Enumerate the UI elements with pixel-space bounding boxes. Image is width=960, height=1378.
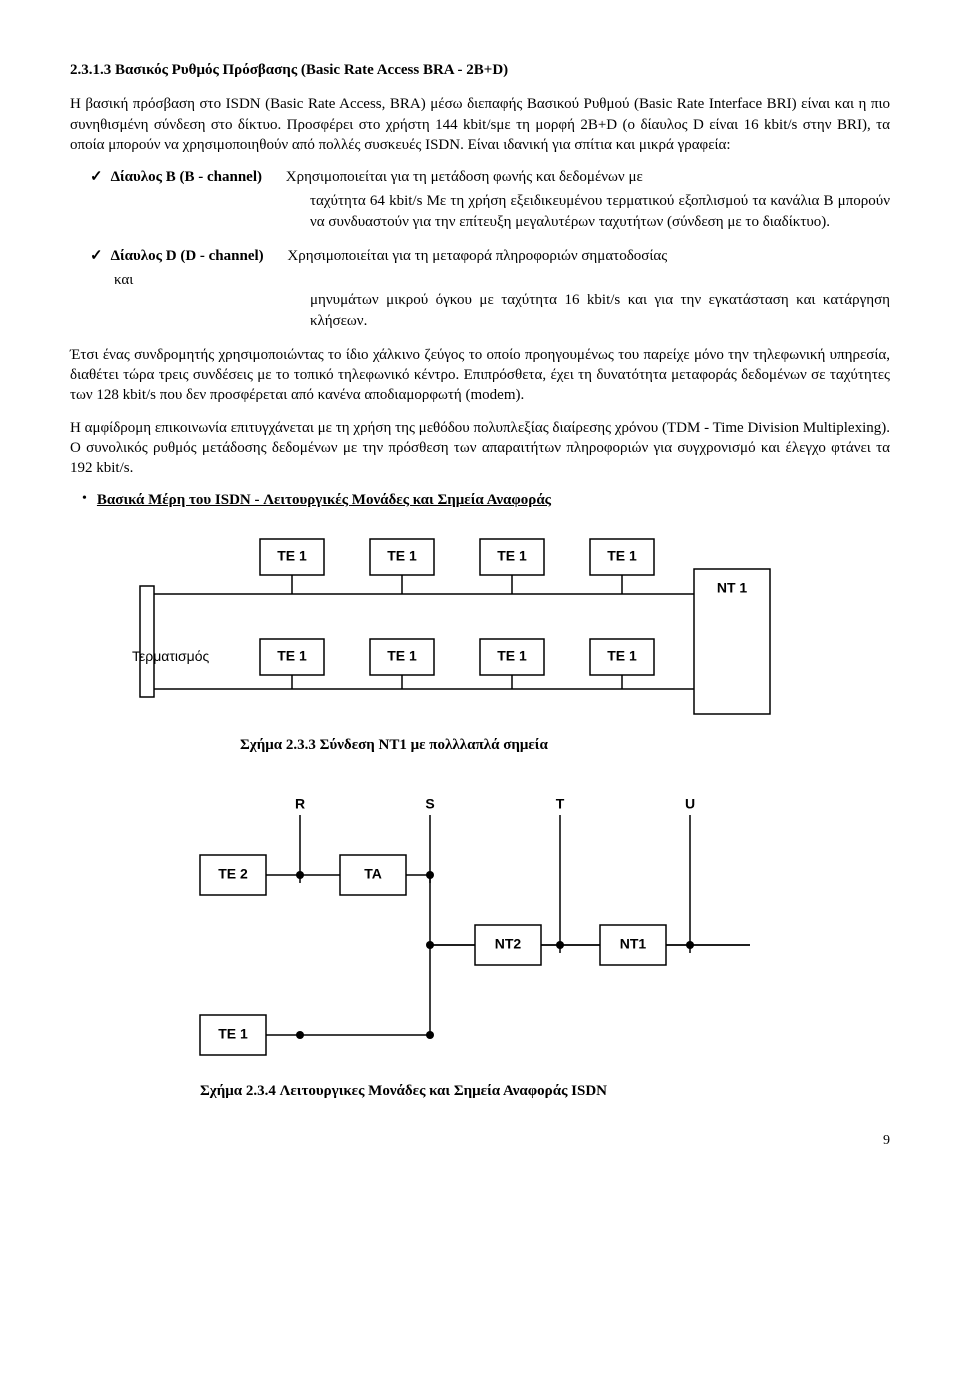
page-number: 9 xyxy=(70,1132,890,1151)
svg-text:TE 1: TE 1 xyxy=(607,647,637,663)
checkmark-icon: ✓ xyxy=(90,167,103,187)
subsection-row: • Βασικά Μέρη του ISDN - Λειτουργικές Μο… xyxy=(82,490,890,510)
svg-text:TE 1: TE 1 xyxy=(218,1026,248,1042)
diagram-nt1-multipoint: TE 1 TE 1 TE 1 TE 1 TE 1 TE 1 TE 1 TE 1 Τερματισ… xyxy=(130,529,830,725)
svg-text:TE 1: TE 1 xyxy=(607,547,637,563)
paragraph-2: Έτσι ένας συνδρομητής χρησιμοποιώντας το… xyxy=(70,345,890,406)
svg-text:TE 1: TE 1 xyxy=(497,647,527,663)
caption-2: Σχήμα 2.3.4 Λειτουργικες Μονάδες και Σημ… xyxy=(200,1081,890,1101)
svg-text:TE 1: TE 1 xyxy=(387,547,417,563)
section-number: 2.3.1.3 xyxy=(70,62,111,78)
svg-text:TE 2: TE 2 xyxy=(218,866,248,882)
channel-d-and: και xyxy=(114,270,890,290)
channel-b-cont: ταχύτητα 64 kbit/s Με τη χρήση εξειδικευ… xyxy=(310,191,890,232)
caption-1: Σχήμα 2.3.3 Σύνδεση ΝΤ1 με πολλλαπλά σημ… xyxy=(240,735,890,755)
svg-text:R: R xyxy=(295,796,305,812)
svg-text:TE 1: TE 1 xyxy=(497,547,527,563)
checkmark-icon: ✓ xyxy=(90,246,103,266)
svg-text:TE 1: TE 1 xyxy=(277,647,307,663)
svg-text:T: T xyxy=(556,796,565,812)
caption-1-num: Σχήμα 2.3.3 xyxy=(240,737,316,753)
paragraph-3: Η αμφίδρομη επικοινωνία επιτυγχάνεται με… xyxy=(70,418,890,479)
caption-2-num: Σχήμα 2.3.4 xyxy=(200,1083,276,1099)
channel-d-label: Δίαυλος D (D - channel) xyxy=(111,248,264,264)
diagram-isdn-reference: R S T U TE 2 TA TE 1 NT2 NT1 xyxy=(130,785,830,1071)
svg-text:TE 1: TE 1 xyxy=(387,647,417,663)
svg-text:S: S xyxy=(425,796,434,812)
svg-text:NT1: NT1 xyxy=(620,936,647,952)
channel-d-text: Χρησιμοποιείται για τη μεταφορά πληροφορ… xyxy=(287,248,667,264)
caption-2-text: Λειτουργικες Μονάδες και Σημεία Αναφοράς… xyxy=(280,1083,607,1099)
channel-d-cont: μηνυμάτων μικρού όγκου με ταχύτητα 16 kb… xyxy=(310,290,890,331)
svg-text:TA: TA xyxy=(364,866,382,882)
section-heading: 2.3.1.3 Βασικός Ρυθμός Πρόσβασης (Basic … xyxy=(70,60,890,80)
svg-text:Τερματισμός: Τερματισμός xyxy=(132,648,210,664)
diagram-2-svg: R S T U TE 2 TA TE 1 NT2 NT1 xyxy=(130,785,830,1065)
diagram-1-svg: TE 1 TE 1 TE 1 TE 1 TE 1 TE 1 TE 1 TE 1 Τερματισ… xyxy=(130,529,830,719)
subsection-title: Βασικά Μέρη του ISDN - Λειτουργικές Μονά… xyxy=(97,490,551,510)
caption-1-text: Σύνδεση ΝΤ1 με πολλλαπλά σημεία xyxy=(320,737,548,753)
channel-d-row: ✓ Δίαυλος D (D - channel) Χρησιμοποιείτα… xyxy=(90,246,890,266)
channel-b-text: Χρησιμοποιείται για τη μετάδοση φωνής κα… xyxy=(286,169,643,185)
svg-text:NT2: NT2 xyxy=(495,936,522,952)
channel-b-label: Δίαυλος B (B - channel) xyxy=(111,169,262,185)
svg-text:NT 1: NT 1 xyxy=(717,579,748,595)
section-title-text: Βασικός Ρυθμός Πρόσβασης (Basic Rate Acc… xyxy=(115,62,508,78)
paragraph-1: Η βασική πρόσβαση στο ISDN (Basic Rate A… xyxy=(70,94,890,155)
svg-text:U: U xyxy=(685,796,695,812)
channel-b-row: ✓ Δίαυλος B (B - channel) Χρησιμοποιείτα… xyxy=(90,167,890,187)
svg-text:TE 1: TE 1 xyxy=(277,547,307,563)
bullet-icon: • xyxy=(82,490,87,509)
